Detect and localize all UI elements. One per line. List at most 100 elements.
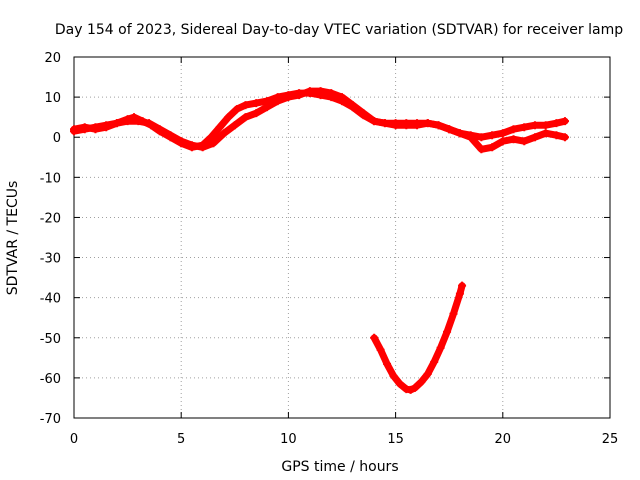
data-point	[530, 121, 539, 130]
data-point	[423, 369, 432, 378]
data-point	[198, 143, 207, 152]
data-point	[552, 119, 561, 128]
data-point	[423, 119, 432, 128]
data-point	[145, 119, 154, 128]
data-point	[498, 137, 507, 146]
data-point	[359, 109, 368, 118]
data-point	[295, 91, 304, 100]
data-point	[455, 129, 464, 138]
data-point	[70, 125, 78, 134]
data-point	[112, 119, 121, 128]
data-point	[207, 133, 216, 142]
y-tick-label: -40	[40, 292, 61, 307]
y-tick-label: -50	[40, 332, 61, 347]
data-point	[348, 101, 357, 110]
data-point	[488, 143, 497, 152]
data-point	[252, 109, 261, 118]
data-point	[80, 123, 89, 132]
data-point	[220, 129, 229, 138]
data-point	[449, 309, 458, 318]
data-point	[552, 131, 561, 140]
series-band-b	[70, 87, 569, 154]
data-point	[445, 125, 454, 134]
data-point	[520, 123, 529, 132]
x-tick-label: 20	[495, 432, 512, 447]
data-point	[224, 113, 233, 122]
y-tick-label: -60	[40, 372, 61, 387]
x-tick-label: 10	[280, 432, 297, 447]
series-dip	[370, 281, 467, 394]
data-point	[395, 379, 404, 388]
data-point	[402, 121, 411, 130]
y-tick-label: -10	[40, 171, 61, 186]
series-line	[370, 282, 466, 394]
data-point	[305, 87, 314, 96]
data-point	[413, 121, 422, 130]
y-tick-label: -70	[40, 412, 61, 427]
data-point	[209, 139, 218, 148]
data-point	[262, 103, 271, 112]
data-point	[273, 97, 282, 106]
data-point	[187, 141, 196, 150]
data-point	[410, 383, 419, 392]
data-point	[560, 117, 569, 126]
data-point	[443, 327, 452, 336]
y-tick-label: -30	[40, 252, 61, 267]
y-tick-label: 20	[44, 51, 61, 66]
x-tick-label: 15	[387, 432, 404, 447]
y-tick-label: -20	[40, 211, 61, 226]
data-point	[530, 133, 539, 142]
data-point	[284, 93, 293, 102]
data-point	[134, 117, 143, 126]
y-axis-label: SDTVAR / TECUs	[5, 181, 21, 296]
data-point	[316, 87, 325, 96]
data-point	[391, 121, 400, 130]
data-point	[241, 113, 250, 122]
data-point	[177, 137, 186, 146]
data-point	[541, 129, 550, 138]
x-axis-label: GPS time / hours	[281, 459, 398, 475]
data-point	[123, 117, 132, 126]
data-point	[509, 135, 518, 144]
data-point	[417, 377, 426, 386]
data-point	[102, 123, 111, 132]
data-point	[488, 131, 497, 140]
x-tick-label: 25	[602, 432, 619, 447]
data-point	[370, 333, 379, 342]
y-tick-label: 0	[53, 131, 61, 146]
data-point	[383, 359, 392, 368]
plot-frame	[73, 56, 611, 419]
x-tick-label: 5	[177, 432, 185, 447]
data-point	[466, 133, 475, 142]
data-point	[477, 145, 486, 154]
y-tick-label: 10	[44, 91, 61, 106]
data-point	[241, 101, 250, 110]
data-point	[327, 89, 336, 98]
data-point	[477, 133, 486, 142]
data-point	[458, 281, 467, 290]
data-point	[230, 121, 239, 130]
x-tick-label: 0	[70, 432, 78, 447]
data-point	[232, 105, 241, 114]
data-point	[389, 371, 398, 380]
data-point	[406, 385, 415, 394]
data-point	[430, 357, 439, 366]
data-point	[155, 125, 164, 134]
data-point	[380, 119, 389, 128]
data-point	[541, 121, 550, 130]
data-point	[560, 133, 569, 142]
data-point	[498, 129, 507, 138]
data-point	[376, 345, 385, 354]
data-point	[215, 123, 224, 132]
data-point	[370, 117, 379, 126]
data-point	[434, 121, 443, 130]
chart-title: Day 154 of 2023, Sidereal Day-to-day VTE…	[55, 22, 623, 38]
data-point	[338, 93, 346, 102]
data-point	[436, 343, 445, 352]
data-point	[91, 125, 100, 134]
data-point	[520, 137, 529, 146]
data-point	[455, 289, 464, 298]
data-series	[70, 87, 569, 394]
